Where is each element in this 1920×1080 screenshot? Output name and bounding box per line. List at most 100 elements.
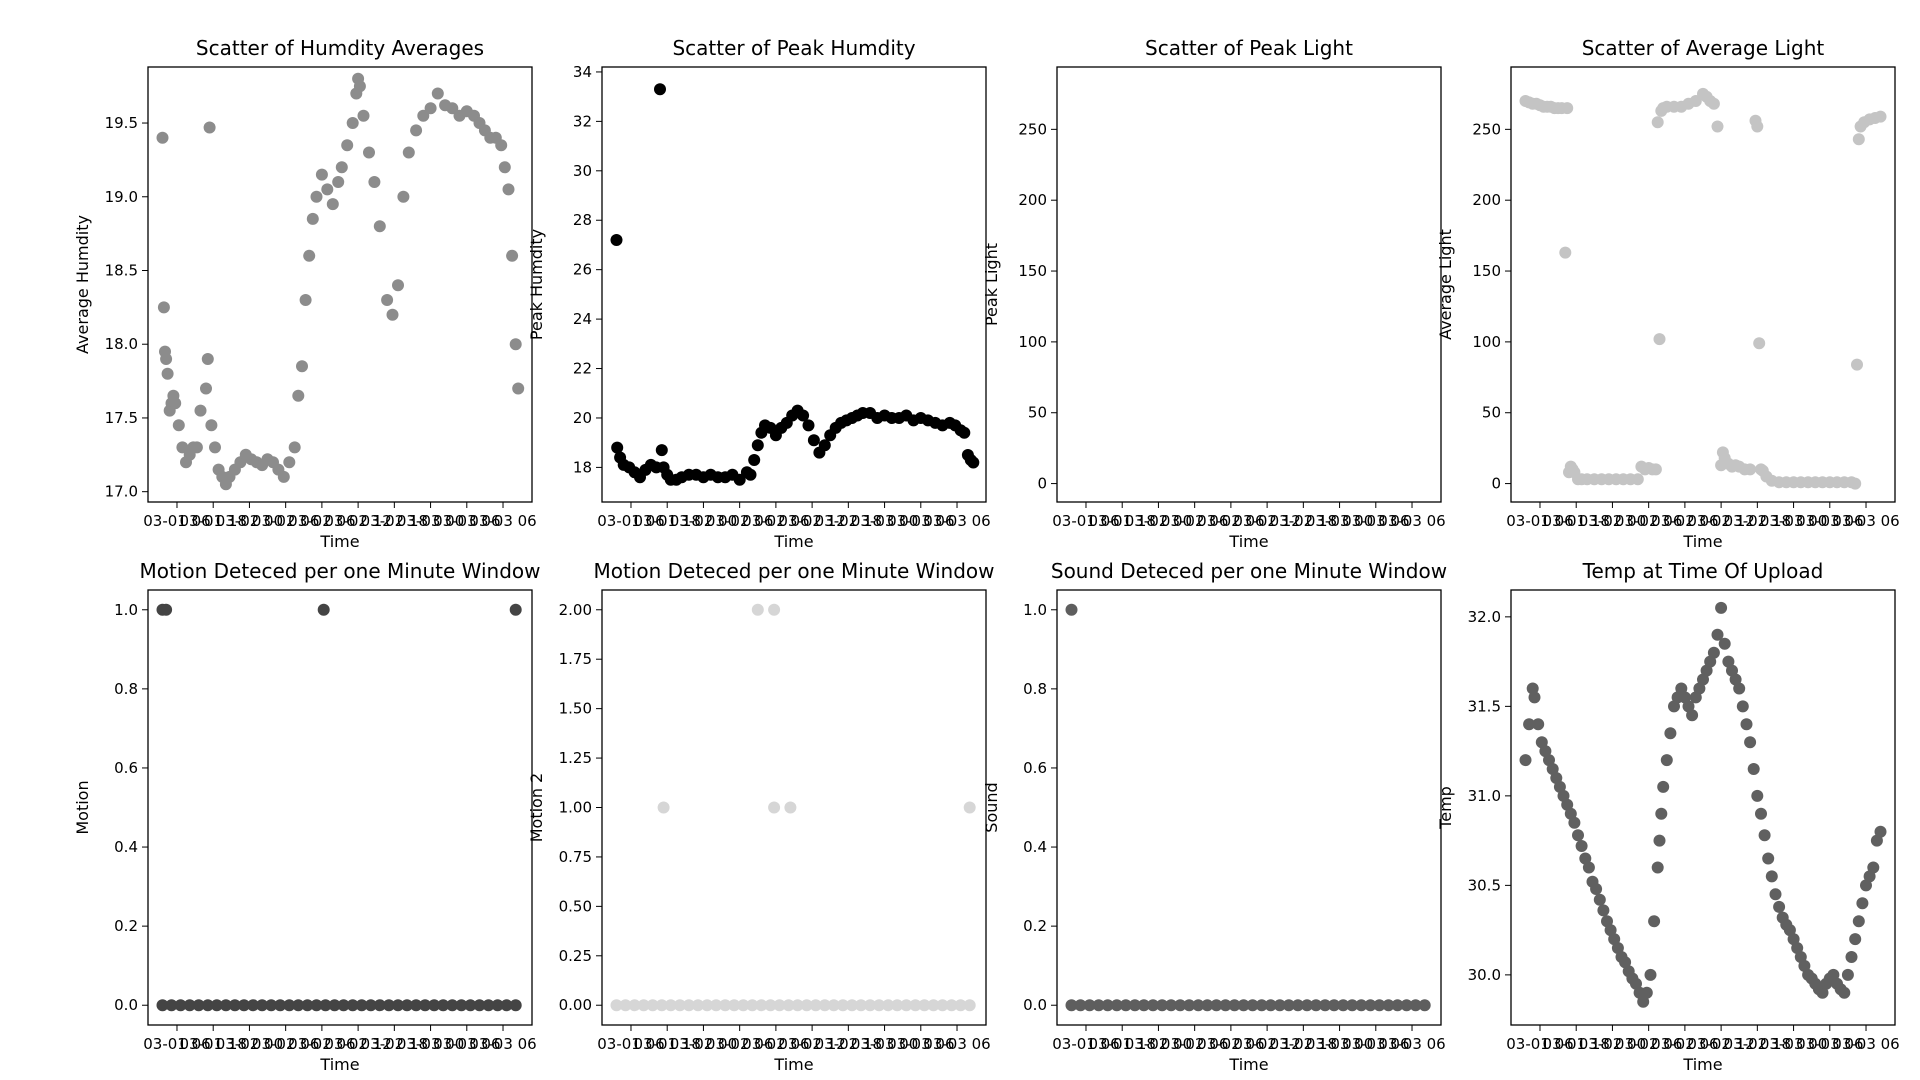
- data-point: [156, 131, 169, 144]
- x-tick-label: 03-03 00: [397, 512, 464, 530]
- data-point: [506, 249, 519, 262]
- data-point: [1722, 655, 1735, 668]
- data-point: [500, 999, 513, 1012]
- data-point: [332, 176, 345, 188]
- data-point: [424, 102, 437, 115]
- y-tick-label: 1.0: [114, 601, 138, 619]
- scatter-series: [156, 72, 525, 491]
- x-tick-label: 03-02 06: [1161, 512, 1228, 530]
- x-axis-label: Time: [1682, 532, 1722, 551]
- data-point: [733, 473, 746, 486]
- data-point: [1660, 754, 1673, 767]
- y-tick-label: 1.25: [559, 749, 592, 767]
- data-point: [864, 999, 877, 1012]
- data-point: [174, 999, 187, 1012]
- y-tick-label: 22: [573, 360, 592, 378]
- x-tick-label: 03-01 18: [1542, 1035, 1609, 1053]
- x-tick-label: 03-01 18: [1088, 512, 1155, 530]
- y-tick-label: 250: [1018, 120, 1047, 138]
- data-point: [301, 999, 314, 1012]
- data-point: [1246, 999, 1259, 1012]
- x-tick-label: 03-02 06: [1615, 1035, 1682, 1053]
- data-point: [1852, 133, 1865, 146]
- data-point: [1546, 763, 1559, 775]
- data-point: [1644, 968, 1657, 981]
- data-point: [495, 139, 508, 152]
- data-point: [160, 603, 173, 616]
- data-point: [256, 999, 269, 1012]
- data-point: [1228, 999, 1241, 1012]
- data-point: [382, 999, 395, 1012]
- plot-area: [148, 67, 532, 502]
- x-tick-label: 03-02 18: [1724, 512, 1791, 530]
- x-tick-label: 03-02 18: [815, 512, 882, 530]
- x-tick-label: 03-02 00: [1579, 1035, 1646, 1053]
- data-point: [1391, 999, 1404, 1012]
- x-tick-label: 03-02 18: [815, 1035, 882, 1053]
- x-tick-label: 03-03 06: [1342, 512, 1409, 530]
- data-point: [397, 190, 410, 203]
- data-point: [410, 999, 423, 1012]
- x-axis-label: Time: [773, 1055, 813, 1074]
- data-point: [428, 999, 441, 1012]
- data-point: [1729, 673, 1742, 686]
- x-tick-label: 03-02 06: [742, 512, 809, 530]
- data-point: [751, 603, 764, 616]
- plot-title: Scatter of Peak Humdity: [672, 36, 915, 60]
- data-point: [1065, 603, 1078, 616]
- data-point: [306, 212, 319, 225]
- x-tick-label: 03-02 06: [252, 512, 319, 530]
- data-point: [768, 801, 781, 814]
- data-point: [353, 80, 366, 93]
- x-tick-label: 03-03 06: [1832, 1035, 1899, 1053]
- data-point: [1619, 956, 1632, 969]
- data-point: [1165, 999, 1178, 1012]
- x-tick-label: 03-03 06: [887, 1035, 954, 1053]
- y-tick-label: 1.00: [559, 799, 592, 817]
- data-point: [1065, 999, 1078, 1012]
- y-tick-label: 1.0: [1023, 601, 1047, 619]
- data-point: [1640, 986, 1653, 999]
- data-point: [1630, 977, 1642, 990]
- x-tick-label: 03-03 06: [1378, 512, 1445, 530]
- x-tick-label: 03-02 12: [324, 512, 391, 530]
- data-point: [299, 294, 312, 306]
- data-point: [1664, 727, 1677, 740]
- data-point: [710, 999, 723, 1012]
- data-point: [1526, 682, 1539, 695]
- x-tick-label: 03-02 06: [252, 1035, 319, 1053]
- data-point: [1852, 915, 1865, 928]
- y-tick-label: 0.25: [559, 947, 592, 965]
- data-point: [172, 419, 185, 432]
- y-tick-label: 0.8: [1023, 680, 1047, 698]
- data-point: [1711, 120, 1724, 133]
- data-point: [157, 301, 170, 314]
- x-tick-label: 03-03 06: [433, 1035, 500, 1053]
- data-point: [1264, 999, 1277, 1012]
- x-tick-label: 03-02 06: [706, 512, 773, 530]
- data-point: [190, 441, 203, 454]
- plot-area: [602, 67, 986, 502]
- data-point: [1301, 999, 1313, 1012]
- data-point: [1593, 893, 1606, 906]
- x-tick-label: 03-03 06: [887, 512, 954, 530]
- x-tick-label: 03-03 06: [1796, 512, 1863, 530]
- data-point: [1083, 999, 1096, 1012]
- data-point: [1575, 840, 1588, 852]
- data-point: [1740, 718, 1753, 731]
- data-point: [682, 999, 695, 1012]
- data-point: [410, 124, 423, 137]
- axes-frame: [1056, 66, 1442, 503]
- data-point: [611, 441, 624, 454]
- data-point: [1851, 358, 1863, 371]
- data-point: [357, 109, 370, 122]
- data-point: [455, 999, 468, 1012]
- data-point: [927, 999, 940, 1012]
- data-point: [1364, 999, 1377, 1012]
- x-tick-label: 03-03 00: [851, 1035, 918, 1053]
- plot-title: Scatter of Peak Light: [1145, 36, 1353, 60]
- plot-title: Motion Deteced per one Minute Window: [593, 559, 994, 583]
